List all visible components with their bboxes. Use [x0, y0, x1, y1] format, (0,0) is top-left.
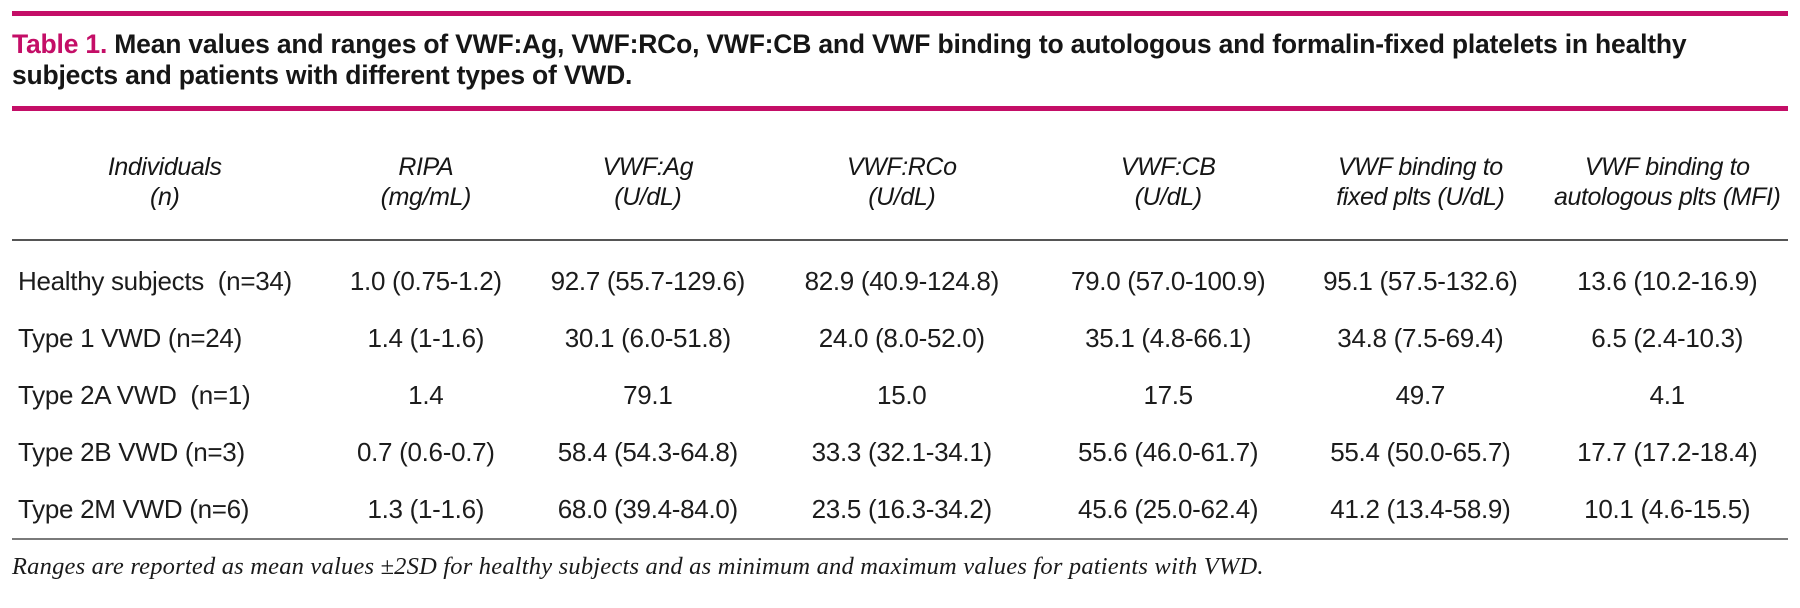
row-label: Type 2M VWD (n=6) [18, 494, 250, 524]
table-number-label: Table 1. [12, 29, 108, 59]
table-title-text: Mean values and ranges of VWF:Ag, VWF:RC… [12, 29, 1687, 90]
row-label: Healthy subjects (n=34) [18, 266, 292, 296]
header-line: VWF:CB [1120, 153, 1216, 181]
table-cell: 1.4 [408, 380, 444, 410]
column-header-vwf-binding-fixed: VWF binding to fixed plts (U/dL) [1294, 111, 1547, 241]
table-cell: 34.8 (7.5-69.4) [1337, 323, 1504, 353]
table-row-type-2a-vwd: Type 2A VWD (n=1) 1.4 79.1 15.0 17.5 49.… [12, 367, 1788, 424]
table-cell: 45.6 (25.0-62.4) [1078, 494, 1259, 524]
header-line: (U/dL) [1134, 183, 1202, 211]
header-line: (U/dL) [614, 183, 682, 211]
row-label: Type 2B VWD (n=3) [18, 437, 245, 467]
header-line: fixed plts (U/dL) [1336, 183, 1505, 211]
table-cell: 33.3 (32.1-34.1) [811, 437, 993, 467]
header-line: VWF binding to [1584, 153, 1750, 181]
table-cell: 55.6 (46.0-61.7) [1078, 437, 1259, 467]
column-header-individuals: Individuals (n) [12, 111, 318, 241]
table-cell: 10.1 (4.6-15.5) [1584, 494, 1751, 524]
header-line: autologous plts (MFI) [1554, 183, 1781, 211]
table-cell: 49.7 [1395, 380, 1446, 410]
row-label: Type 2A VWD (n=1) [18, 380, 251, 410]
table-cell: 30.1 (6.0-51.8) [564, 323, 731, 353]
table-cell: 95.1 (57.5-132.6) [1323, 266, 1518, 296]
column-header-vwf-binding-autologous: VWF binding to autologous plts (MFI) [1546, 111, 1788, 241]
table-cell: 82.9 (40.9-124.8) [804, 266, 1000, 296]
table-row-healthy-subjects: Healthy subjects (n=34) 1.0 (0.75-1.2) 9… [12, 240, 1788, 310]
table-footnote: Ranges are reported as mean values ±2SD … [12, 553, 1264, 580]
table-cell: 15.0 [877, 380, 927, 410]
row-label: Type 1 VWD (n=24) [18, 323, 242, 353]
column-header-ripa: RIPA (mg/mL) [317, 111, 535, 241]
table-cell: 92.7 (55.7-129.6) [550, 266, 746, 296]
table-cell: 24.0 (8.0-52.0) [818, 323, 985, 353]
top-accent-rule [12, 11, 1788, 16]
table-cell: 6.5 (2.4-10.3) [1591, 323, 1744, 353]
header-line: VWF:Ag [602, 153, 694, 181]
table-row-type-1-vwd: Type 1 VWD (n=24) 1.4 (1-1.6) 30.1 (6.0-… [12, 310, 1788, 367]
table-cell: 1.0 (0.75-1.2) [349, 266, 502, 296]
header-line: RIPA [398, 153, 454, 181]
header-line: VWF:RCo [846, 153, 957, 181]
table-cell: 23.5 (16.3-34.2) [811, 494, 993, 524]
table-cell: 79.0 (57.0-100.9) [1070, 266, 1266, 296]
header-line: (n) [150, 183, 180, 211]
data-table: Individuals (n) RIPA (mg/mL) VWF:Ag (U/d… [12, 111, 1788, 538]
table-cell: 68.0 (39.4-84.0) [557, 494, 739, 524]
table-row-type-2b-vwd: Type 2B VWD (n=3) 0.7 (0.6-0.7) 58.4 (54… [12, 424, 1788, 481]
table-cell: 17.7 (17.2-18.4) [1577, 437, 1758, 467]
footnote-rule [12, 538, 1788, 540]
header-line: Individuals [107, 153, 222, 181]
table-row-type-2m-vwd: Type 2M VWD (n=6) 1.3 (1-1.6) 68.0 (39.4… [12, 481, 1788, 538]
table-title: Table 1. Mean values and ranges of VWF:A… [12, 29, 1788, 91]
table-cell: 1.4 (1-1.6) [367, 323, 485, 353]
header-line: VWF binding to [1337, 153, 1503, 181]
header-row: Individuals (n) RIPA (mg/mL) VWF:Ag (U/d… [12, 111, 1788, 241]
column-header-vwf-ag: VWF:Ag (U/dL) [534, 111, 762, 241]
header-line: (U/dL) [868, 183, 936, 211]
table-cell: 55.4 (50.0-65.7) [1330, 437, 1511, 467]
table-cell: 79.1 [623, 380, 673, 410]
column-header-vwf-cb: VWF:CB (U/dL) [1042, 111, 1295, 241]
table-cell: 1.3 (1-1.6) [367, 494, 485, 524]
table-cell: 13.6 (10.2-16.9) [1577, 266, 1758, 296]
table-cell: 41.2 (13.4-58.9) [1330, 494, 1511, 524]
table-cell: 4.1 [1649, 380, 1686, 410]
table-cell: 58.4 (54.3-64.8) [557, 437, 739, 467]
title-accent-rule [12, 106, 1788, 111]
column-header-vwf-rco: VWF:RCo (U/dL) [761, 111, 1043, 241]
table-cell: 35.1 (4.8-66.1) [1085, 323, 1252, 353]
table-cell: 17.5 [1143, 380, 1193, 410]
table-cell: 0.7 (0.6-0.7) [356, 437, 495, 467]
header-line: (mg/mL) [380, 183, 472, 211]
